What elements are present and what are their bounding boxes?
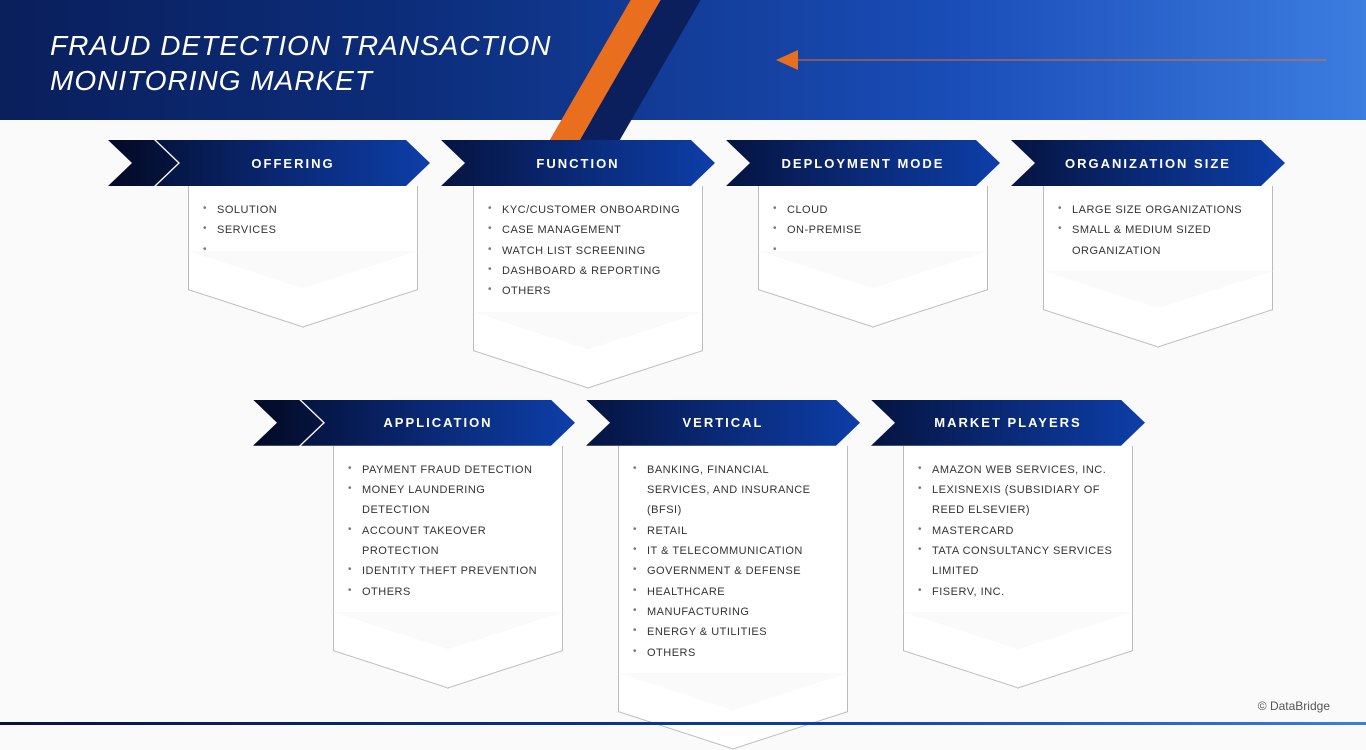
chevron-offering: OFFERING — [156, 140, 430, 186]
column-vertical: VERTICALBANKING, FINANCIAL SERVICES, AND… — [610, 400, 860, 711]
players-item: TATA CONSULTANCY SERVICES LIMITED — [916, 541, 1120, 582]
application-item: OTHERS — [346, 582, 550, 602]
players-item: AMAZON WEB SERVICES, INC. — [916, 460, 1120, 480]
copyright-text: © DataBridge — [1258, 699, 1330, 713]
body-point — [1043, 271, 1273, 309]
chevron-orgsize: ORGANIZATION SIZE — [1011, 140, 1285, 186]
body-point — [188, 251, 418, 289]
application-item: MONEY LAUNDERING DETECTION — [346, 480, 550, 521]
function-item: KYC/CUSTOMER ONBOARDING — [486, 200, 690, 220]
vertical-item: GOVERNMENT & DEFENSE — [631, 561, 835, 581]
page-header: FRAUD DETECTION TRANSACTION MONITORING M… — [0, 0, 1366, 120]
offering-item: SERVICES — [201, 220, 405, 240]
body-function: KYC/CUSTOMER ONBOARDINGCASE MANAGEMENTWA… — [473, 186, 703, 312]
body-point — [758, 251, 988, 289]
chevron-function: FUNCTION — [441, 140, 715, 186]
column-function: FUNCTIONKYC/CUSTOMER ONBOARDINGCASE MANA… — [465, 140, 715, 350]
function-item: WATCH LIST SCREENING — [486, 241, 690, 261]
body-point — [333, 612, 563, 650]
vertical-item: RETAIL — [631, 521, 835, 541]
deployment-item: CLOUD — [771, 200, 975, 220]
chevron-players: MARKET PLAYERS — [871, 400, 1145, 446]
page-title: FRAUD DETECTION TRANSACTION MONITORING M… — [50, 28, 610, 98]
body-players: AMAZON WEB SERVICES, INC.LEXISNEXIS (SUB… — [903, 446, 1133, 612]
body-point — [903, 612, 1133, 650]
body-application: PAYMENT FRAUD DETECTIONMONEY LAUNDERING … — [333, 446, 563, 612]
column-deployment: DEPLOYMENT MODECLOUDON-PREMISE — [750, 140, 1000, 350]
chevron-vertical: VERTICAL — [586, 400, 860, 446]
players-item: LEXISNEXIS (SUBSIDIARY OF REED ELSEVIER) — [916, 480, 1120, 521]
column-players: MARKET PLAYERSAMAZON WEB SERVICES, INC.L… — [895, 400, 1145, 711]
players-item: FISERV, INC. — [916, 582, 1120, 602]
chevron-application: APPLICATION — [301, 400, 575, 446]
orgsize-item: SMALL & MEDIUM SIZED ORGANIZATION — [1056, 220, 1260, 261]
application-item: IDENTITY THEFT PREVENTION — [346, 561, 550, 581]
body-deployment: CLOUDON-PREMISE — [758, 186, 988, 251]
body-orgsize: LARGE SIZE ORGANIZATIONSSMALL & MEDIUM S… — [1043, 186, 1273, 271]
deployment-item: ON-PREMISE — [771, 220, 975, 240]
column-application: APPLICATIONPAYMENT FRAUD DETECTIONMONEY … — [325, 400, 575, 711]
vertical-item: HEALTHCARE — [631, 582, 835, 602]
vertical-item: BANKING, FINANCIAL SERVICES, AND INSURAN… — [631, 460, 835, 521]
diagram-area: OFFERINGSOLUTIONSERVICESFUNCTIONKYC/CUST… — [0, 120, 1366, 711]
body-vertical: BANKING, FINANCIAL SERVICES, AND INSURAN… — [618, 446, 848, 673]
body-point — [618, 673, 848, 711]
row-bottom: APPLICATIONPAYMENT FRAUD DETECTIONMONEY … — [325, 400, 1316, 711]
application-item: PAYMENT FRAUD DETECTION — [346, 460, 550, 480]
vertical-item: ENERGY & UTILITIES — [631, 622, 835, 642]
function-item: CASE MANAGEMENT — [486, 220, 690, 240]
chevron-deployment: DEPLOYMENT MODE — [726, 140, 1000, 186]
row-top: OFFERINGSOLUTIONSERVICESFUNCTIONKYC/CUST… — [180, 140, 1316, 350]
vertical-item: OTHERS — [631, 643, 835, 663]
function-item: OTHERS — [486, 281, 690, 301]
players-item: MASTERCARD — [916, 521, 1120, 541]
vertical-item: MANUFACTURING — [631, 602, 835, 622]
body-offering: SOLUTIONSERVICES — [188, 186, 418, 251]
function-item: DASHBOARD & REPORTING — [486, 261, 690, 281]
header-arrow-icon — [776, 48, 1326, 72]
vertical-item: IT & TELECOMMUNICATION — [631, 541, 835, 561]
orgsize-item: LARGE SIZE ORGANIZATIONS — [1056, 200, 1260, 220]
application-item: ACCOUNT TAKEOVER PROTECTION — [346, 521, 550, 562]
offering-item: SOLUTION — [201, 200, 405, 220]
column-orgsize: ORGANIZATION SIZELARGE SIZE ORGANIZATION… — [1035, 140, 1285, 350]
footer-divider — [0, 722, 1366, 725]
column-offering: OFFERINGSOLUTIONSERVICES — [180, 140, 430, 350]
body-point — [473, 312, 703, 350]
